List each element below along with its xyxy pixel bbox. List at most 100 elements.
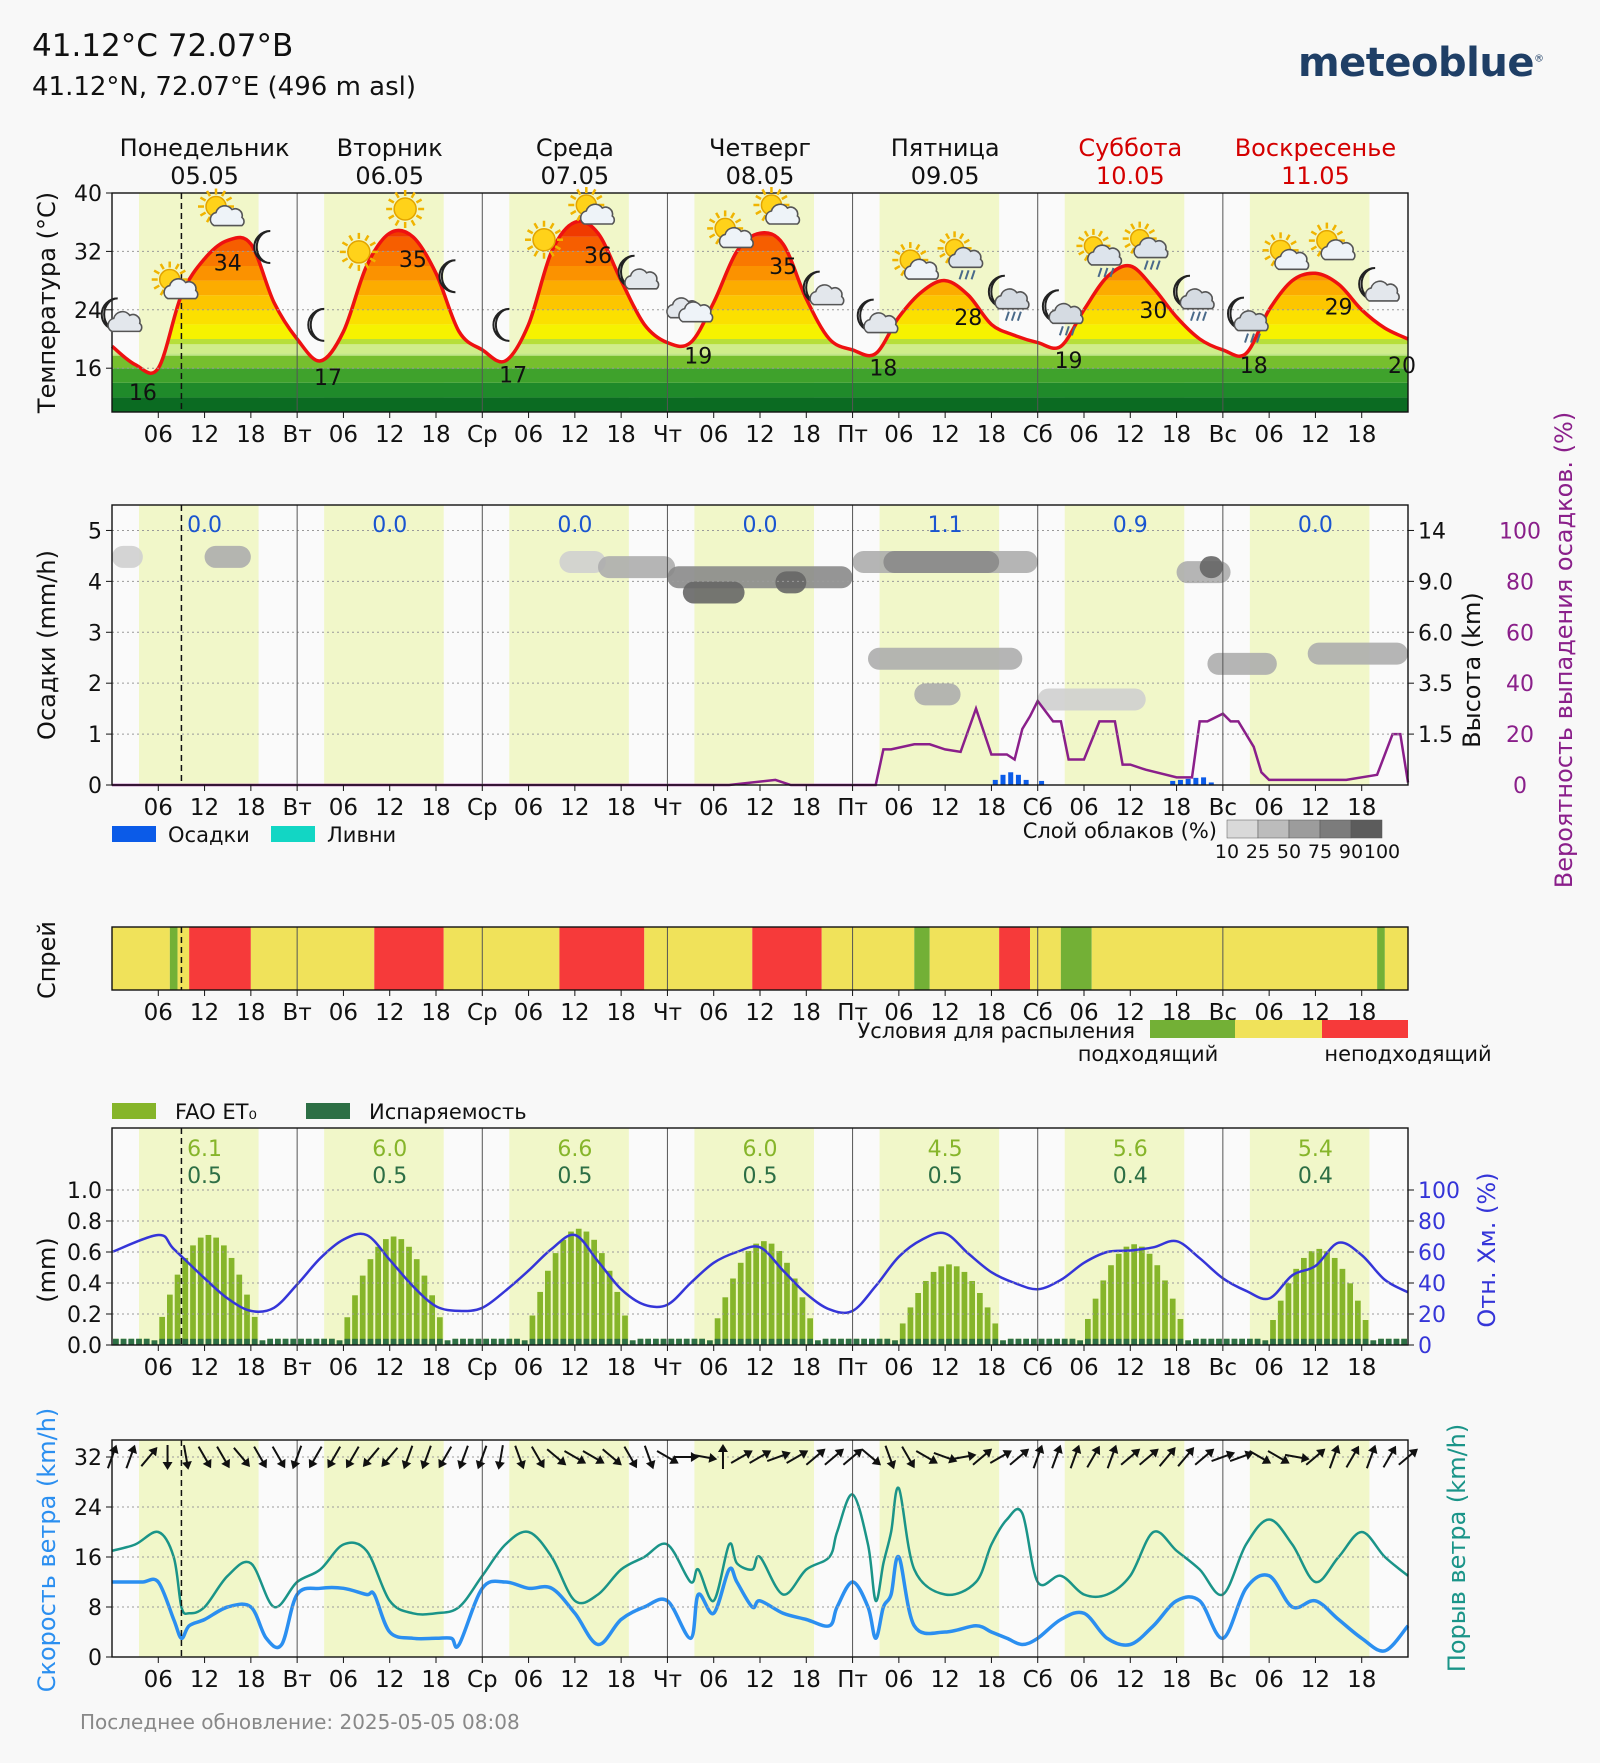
- wind-arrow: [290, 1445, 303, 1470]
- temperature-min-label: 19: [684, 344, 712, 369]
- cloud-legend-tick: 100: [1364, 841, 1400, 863]
- sun-ray: [153, 269, 160, 275]
- evaporation-bar: [560, 1338, 567, 1345]
- evaporation-bar: [390, 1338, 397, 1345]
- sun-ray: [734, 218, 742, 224]
- evaporation-bar: [182, 1338, 189, 1345]
- wind-arrow-head: [420, 1459, 430, 1470]
- evaporation-bar: [861, 1338, 867, 1345]
- et0-bar: [1347, 1283, 1353, 1345]
- y-tick-label: 16: [74, 357, 102, 382]
- evaporation-bar: [776, 1338, 783, 1345]
- evaporation-bar: [1162, 1338, 1168, 1345]
- wind-arrow: [308, 1446, 323, 1469]
- day-date: 10.05: [1096, 162, 1165, 190]
- sun-ray: [348, 262, 354, 269]
- evaporation-bar: [228, 1338, 235, 1345]
- et0-bar: [923, 1280, 929, 1345]
- x-tick-label: Пт: [837, 1000, 868, 1026]
- wind-arrow: [1177, 1447, 1195, 1467]
- evaporation-bar: [753, 1338, 759, 1345]
- y-tick-label: 2: [88, 672, 102, 697]
- evaporation-bar: [1054, 1338, 1060, 1345]
- evaporation-bar: [113, 1338, 119, 1345]
- y-tick-label: 1.0: [67, 1179, 102, 1204]
- et0-bar: [236, 1274, 243, 1345]
- rh-tick-label: 0: [1418, 1334, 1432, 1359]
- sun-ray: [159, 263, 165, 270]
- wind-arrow: [643, 1445, 656, 1470]
- cloud-layer: [682, 581, 745, 604]
- et0-bar: [1115, 1253, 1122, 1345]
- wind-arrow-head: [1367, 1444, 1378, 1455]
- y-tick-label: 0.4: [67, 1272, 102, 1297]
- cloud-layer: [112, 545, 143, 568]
- sun-ray: [715, 212, 721, 219]
- legend-precip-swatch: [112, 826, 156, 842]
- daily-precip-total: 0.0: [372, 513, 407, 538]
- cloud-shape: [1179, 288, 1215, 310]
- x-tick-label: Вт: [283, 1355, 312, 1381]
- sun-cloud-rain-icon: [1076, 228, 1123, 278]
- wind-arrow-head: [1280, 1455, 1290, 1464]
- precipitation-bar: [1193, 777, 1199, 785]
- x-tick-label: Сб: [1023, 1667, 1053, 1693]
- evaporation-bar: [1277, 1338, 1284, 1345]
- wind-arrow: [182, 1445, 192, 1470]
- spray-segment: [644, 927, 753, 990]
- et0-bar: [1162, 1280, 1168, 1345]
- evaporation-bar: [1385, 1338, 1392, 1345]
- evaporation-bar: [953, 1338, 960, 1345]
- evaporation-bar: [444, 1340, 451, 1345]
- et0-bar: [398, 1239, 405, 1345]
- x-tick-label: 12: [560, 1355, 589, 1381]
- y-tick-label: 40: [74, 182, 102, 207]
- x-tick-label: 18: [236, 1355, 265, 1381]
- x-tick-label: 12: [375, 422, 404, 448]
- daily-et0: 5.6: [1113, 1137, 1148, 1162]
- precipitation-bar: [1170, 780, 1176, 785]
- moon-cloud-icon: [617, 254, 660, 290]
- wind-arrow: [915, 1450, 938, 1464]
- sun-ray: [915, 243, 921, 251]
- x-tick-label: 18: [421, 422, 450, 448]
- wind-arrow-head: [761, 1450, 772, 1459]
- et0-bar: [714, 1318, 721, 1345]
- sun-ray: [410, 219, 416, 227]
- moon-shape: [307, 307, 325, 342]
- et0-bar: [406, 1246, 412, 1345]
- x-tick-label: Ср: [467, 795, 498, 821]
- evaporation-bar: [629, 1340, 636, 1345]
- meteoblue-logo[interactable]: meteoblue®: [1298, 40, 1544, 86]
- et0-bar: [1139, 1246, 1145, 1345]
- wind-arrow-head: [1204, 1448, 1215, 1458]
- cloud-shape: [1133, 237, 1169, 259]
- et0-bar: [1277, 1300, 1284, 1345]
- et0-bar: [768, 1243, 775, 1345]
- wind-arrow: [162, 1445, 173, 1470]
- evaporation-bar: [282, 1338, 289, 1345]
- precipitation-bar: [1201, 777, 1207, 785]
- sun-cloud-icon: [753, 187, 801, 225]
- wind-arrow-head: [516, 1459, 526, 1470]
- sun-ray: [755, 194, 762, 201]
- spray-segment: [1060, 927, 1092, 990]
- evaporation-bar: [359, 1338, 366, 1345]
- wind-arrow-head: [1330, 1444, 1341, 1455]
- evaporation-bar: [1254, 1338, 1261, 1345]
- evaporation-bar: [498, 1338, 505, 1345]
- sun-ray: [410, 191, 416, 199]
- x-tick-label: 06: [329, 795, 358, 821]
- x-tick-label: 06: [699, 1667, 728, 1693]
- evaporation-bar: [830, 1338, 837, 1345]
- daily-precip-total: 0.0: [557, 513, 592, 538]
- temperature-panel: 06 12 18 Вт 06 12 18 Ср 06 12 18 Чт 06 12 18 Пт 06 12 18 Сб…: [33, 182, 1416, 448]
- wind-arrow-head: [708, 1452, 718, 1463]
- et0-bar: [421, 1275, 428, 1345]
- et0-bar: [899, 1323, 906, 1345]
- height-tick-label: 14: [1418, 519, 1446, 544]
- spray-legend-good: [1150, 1020, 1235, 1038]
- rh-tick-label: 60: [1418, 1241, 1446, 1266]
- et0-bar: [614, 1291, 621, 1345]
- evaporation-bar: [429, 1338, 435, 1345]
